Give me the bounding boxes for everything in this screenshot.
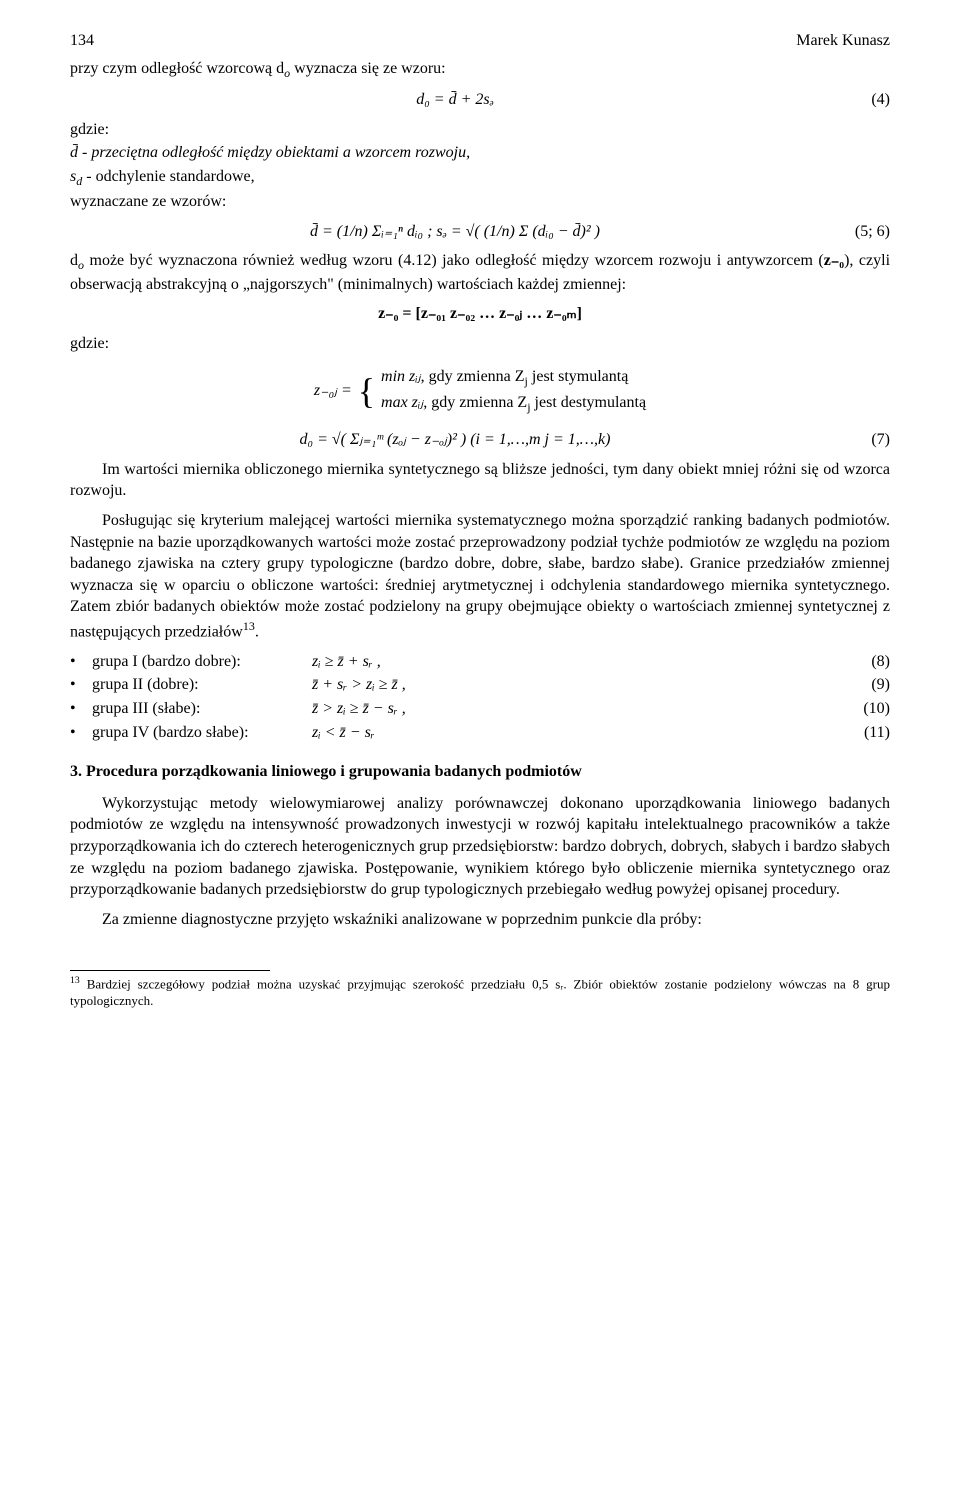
group-row: • grupa II (dobre): z̄ + sᵣ > zᵢ ≥ z̄ , … bbox=[70, 674, 890, 696]
paragraph: Wykorzystując metody wielowymiarowej ana… bbox=[70, 793, 890, 901]
dbar-definition: d̄ - przeciętna odległość między obiekta… bbox=[70, 142, 890, 164]
group-row: • grupa III (słabe): z̄ > zᵢ ≥ z̄ − sᵣ ,… bbox=[70, 698, 890, 720]
footnote-separator bbox=[70, 970, 270, 971]
page-number: 134 bbox=[70, 30, 94, 52]
equation-5-6: d̄ = (1/n) Σᵢ₌₁ⁿ dᵢ₀ ; sₔ = √( (1/n) Σ (… bbox=[70, 221, 890, 243]
paragraph: Im wartości miernika obliczonego miernik… bbox=[70, 459, 890, 502]
paragraph: Za zmienne diagnostyczne przyjęto wskaźn… bbox=[70, 909, 890, 931]
group-list: • grupa I (bardzo dobre): zᵢ ≥ z̄ + sᵣ ,… bbox=[70, 651, 890, 743]
z-minus-zero-vector: z₋₀ = [z₋₀₁ z₋₀₂ … z₋₀ⱼ … z₋₀ₘ] bbox=[70, 303, 890, 325]
equation-4: d₀ = d̄ + 2sₔ (4) bbox=[70, 89, 890, 111]
section-3-heading: 3. Procedura porządkowania liniowego i g… bbox=[70, 761, 890, 783]
paragraph: przy czym odległość wzorcową do wyznacza… bbox=[70, 58, 890, 81]
footnote-13: 13 Bardziej szczegółowy podział można uz… bbox=[70, 975, 890, 1009]
author-name: Marek Kunasz bbox=[796, 30, 890, 52]
group-row: • grupa IV (bardzo słabe): zᵢ < z̄ − sᵣ … bbox=[70, 722, 890, 744]
wyznaczane-label: wyznaczane ze wzorów: bbox=[70, 191, 890, 213]
where-label: gdzie: bbox=[70, 333, 890, 355]
z0j-cases: z₋₀ⱼ = { min zᵢⱼ, gdy zmienna Zj jest st… bbox=[70, 364, 890, 417]
paragraph: Posługując się kryterium malejącej warto… bbox=[70, 510, 890, 643]
paragraph: do może być wyznaczona również według wz… bbox=[70, 250, 890, 295]
group-row: • grupa I (bardzo dobre): zᵢ ≥ z̄ + sᵣ ,… bbox=[70, 651, 890, 673]
where-label: gdzie: bbox=[70, 119, 890, 141]
sd-definition: sd - odchylenie standardowe, bbox=[70, 166, 890, 189]
equation-7: d₀ = √( Σⱼ₌₁ᵐ (zₒⱼ − z₋ₒⱼ)² ) (i = 1,…,m… bbox=[70, 429, 890, 451]
